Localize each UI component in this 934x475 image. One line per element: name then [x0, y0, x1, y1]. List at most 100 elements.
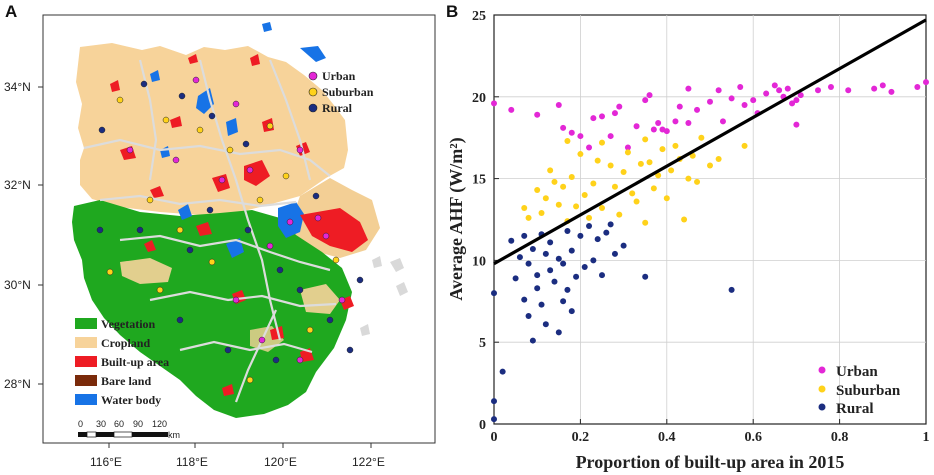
- chart-legend-label-rural: Rural: [836, 401, 874, 417]
- data-point-urban: [646, 92, 653, 99]
- map-site-urban: [286, 218, 294, 226]
- data-point-urban: [797, 92, 804, 99]
- scale-tick-0: 0: [78, 419, 83, 429]
- map-site-suburban: [332, 256, 340, 264]
- map-site-urban: [258, 336, 266, 344]
- map-site-rural: [346, 346, 354, 354]
- lon-label-122: 122°E: [352, 455, 385, 469]
- landcover-legend: Vegetation Cropland Built-up area Bare l…: [75, 317, 169, 407]
- legend-label-suburban: Suburban: [322, 85, 374, 99]
- map-site-rural: [272, 356, 280, 364]
- data-point-rural: [728, 286, 735, 293]
- data-point-rural: [568, 247, 575, 254]
- scale-tick-60: 60: [114, 419, 124, 429]
- data-point-rural: [577, 232, 584, 239]
- data-point-suburban: [616, 211, 623, 218]
- y-tick-label: 25: [472, 9, 486, 24]
- map-site-urban: [126, 146, 134, 154]
- offshore-islands: [360, 256, 408, 336]
- data-point-suburban: [551, 178, 558, 185]
- data-point-urban: [707, 98, 713, 105]
- data-point-rural: [538, 301, 545, 308]
- map-site-rural: [326, 316, 334, 324]
- map-site-urban: [266, 242, 274, 250]
- data-point-urban: [879, 82, 886, 89]
- map-site-urban: [338, 296, 346, 304]
- lat-label-34: 34°N: [4, 80, 31, 94]
- legend-label-bareland: Bare land: [101, 374, 151, 388]
- data-point-suburban: [607, 162, 614, 169]
- map-site-suburban: [226, 146, 234, 154]
- data-point-rural: [534, 272, 541, 279]
- data-point-urban: [776, 87, 783, 94]
- lat-label-28: 28°N: [4, 377, 31, 391]
- data-point-suburban: [681, 216, 688, 223]
- data-point-urban: [655, 119, 662, 126]
- map-site-rural: [242, 140, 250, 148]
- cropland-patch: [120, 258, 172, 284]
- data-point-suburban: [650, 185, 657, 192]
- data-point-urban: [789, 100, 796, 107]
- data-point-urban: [607, 133, 614, 140]
- data-point-rural: [555, 329, 562, 336]
- map-site-urban: [322, 232, 330, 240]
- data-point-rural: [547, 239, 554, 246]
- map-site-rural: [312, 192, 320, 200]
- data-point-rural: [521, 232, 528, 239]
- data-point-suburban: [659, 146, 666, 153]
- data-point-urban: [784, 85, 791, 92]
- data-point-suburban: [637, 160, 644, 167]
- data-point-rural: [590, 257, 597, 264]
- chart-legend: Urban Suburban Rural: [818, 364, 901, 417]
- site-legend: Urban Suburban Rural: [308, 69, 374, 115]
- legend-label-rural: Rural: [322, 101, 353, 115]
- data-point-suburban: [590, 180, 597, 187]
- map-site-suburban: [156, 286, 164, 294]
- map-site-suburban: [306, 326, 314, 334]
- data-point-urban: [750, 97, 757, 104]
- data-point-rural: [529, 245, 536, 252]
- map-site-rural: [296, 286, 304, 294]
- data-point-urban: [719, 118, 726, 125]
- longitude-labels: 116°E 118°E 120°E 122°E: [90, 443, 385, 469]
- map-site-rural: [208, 112, 216, 120]
- plot-area: [493, 14, 927, 425]
- data-point-rural: [594, 236, 601, 243]
- legend-swatch-water: [75, 394, 97, 405]
- data-point-suburban: [611, 183, 618, 190]
- chart-grid: [494, 15, 926, 424]
- data-point-suburban: [573, 203, 580, 210]
- map-site-rural: [206, 206, 214, 214]
- map-site-urban: [246, 166, 254, 174]
- lat-label-30: 30°N: [4, 278, 31, 292]
- x-axis-ticks: 0 0.2 0.4 0.6 0.8 1: [491, 419, 930, 445]
- data-point-suburban: [663, 195, 670, 202]
- x-tick-label: 0: [491, 430, 498, 445]
- legend-marker-urban: [308, 71, 318, 81]
- map-site-rural: [98, 126, 106, 134]
- data-point-rural: [603, 229, 610, 236]
- x-tick-label: 1: [923, 430, 930, 445]
- legend-label-urban: Urban: [322, 69, 356, 83]
- data-point-rural: [560, 260, 567, 267]
- data-point-urban: [599, 113, 605, 120]
- data-point-rural: [555, 255, 562, 262]
- data-point-urban: [560, 124, 567, 131]
- data-point-urban: [642, 97, 649, 104]
- data-point-suburban: [564, 137, 571, 144]
- data-point-urban: [590, 115, 597, 122]
- data-point-suburban: [715, 155, 722, 162]
- lon-label-118: 118°E: [176, 455, 208, 469]
- data-point-rural: [529, 337, 536, 344]
- y-tick-label: 20: [472, 91, 486, 106]
- data-point-rural: [534, 285, 541, 292]
- boundary-lines: [83, 59, 337, 403]
- data-point-urban: [633, 123, 640, 130]
- data-point-urban: [624, 144, 631, 151]
- regression-line: [493, 18, 927, 266]
- data-point-rural: [547, 267, 554, 274]
- data-point-rural: [573, 273, 580, 280]
- lon-label-120: 120°E: [264, 455, 297, 469]
- data-point-suburban: [538, 209, 545, 216]
- map-site-urban: [218, 176, 226, 184]
